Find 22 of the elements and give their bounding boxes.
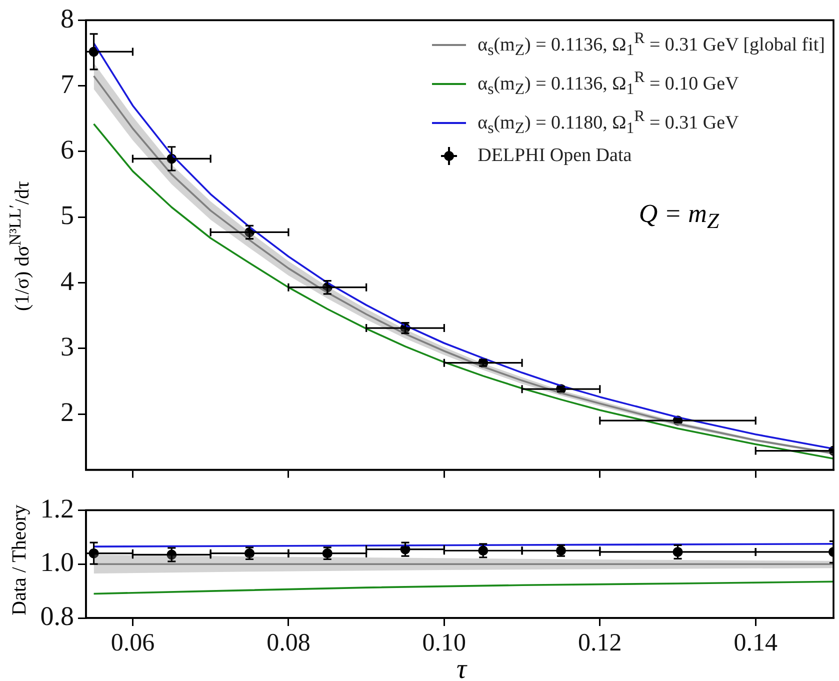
y-tick-label: 2 — [60, 397, 74, 428]
y-tick-label: 6 — [60, 134, 74, 165]
y-axis-title: Data / Theory — [8, 504, 32, 615]
x-axis-title: τ — [456, 654, 467, 681]
y-tick-label: 8 — [60, 3, 74, 34]
y-tick-label: 5 — [60, 200, 74, 230]
legend-label: α$_{s}$(m$_{Z}$) = 0.1180, Ω$_{1}$$^{R}$ = 0.31 GeV — [478, 107, 739, 140]
x-tick-label: 0.14 — [734, 630, 778, 657]
y-tick-label: 3 — [60, 331, 74, 362]
y-tick-label: 1.0 — [40, 547, 74, 578]
annotation: Q = m$_{Z}$ — [638, 199, 719, 234]
y-tick-label: 1.2 — [40, 493, 74, 524]
legend-label: α$_{s}$(m$_{Z}$) = 0.1136, Ω$_{1}$$^{R}$ = 0.31 GeV [global fit] — [478, 29, 825, 62]
y-tick-label: 7 — [60, 68, 74, 99]
y-tick-label: 4 — [60, 266, 74, 296]
x-tick-label: 0.12 — [578, 630, 622, 657]
x-tick-label: 0.06 — [110, 630, 155, 657]
x-tick-label: 0.08 — [266, 630, 310, 657]
legend-label: DELPHI Open Data — [478, 144, 632, 168]
x-tick-label: 0.10 — [422, 630, 466, 657]
legend-label: α$_{s}$(m$_{Z}$) = 0.1136, Ω$_{1}$$^{R}$ = 0.10 GeV — [478, 68, 739, 100]
y-tick-label: 0.8 — [40, 601, 74, 632]
